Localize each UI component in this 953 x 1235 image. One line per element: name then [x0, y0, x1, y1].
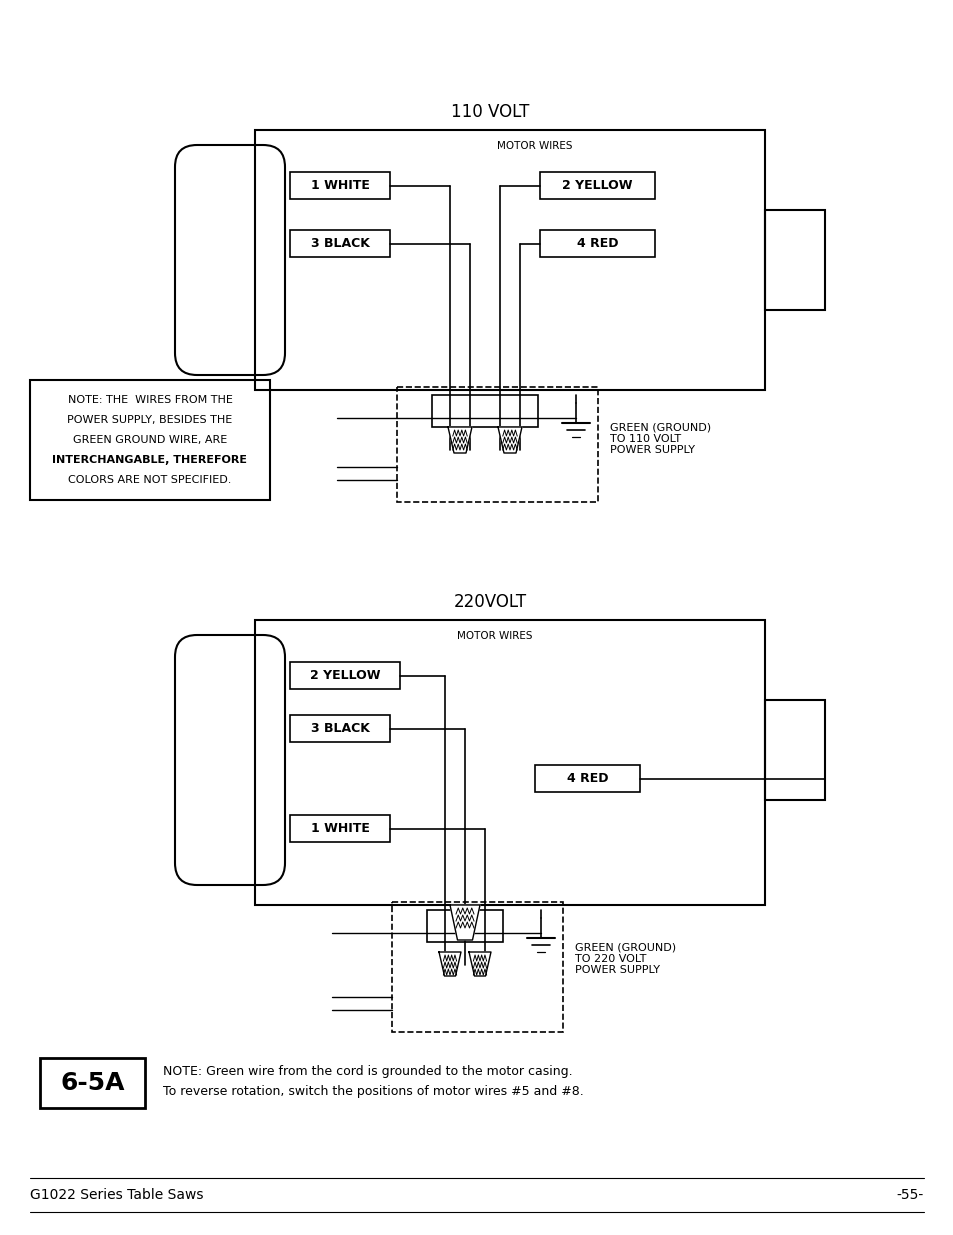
Text: 3 BLACK: 3 BLACK — [311, 722, 369, 735]
Polygon shape — [450, 905, 479, 940]
Bar — [40, 1058, 145, 1108]
Bar — [396, 387, 598, 501]
Polygon shape — [497, 427, 521, 453]
Text: 1 WHITE: 1 WHITE — [311, 179, 369, 191]
Bar — [290, 715, 390, 742]
Text: 6-5A: 6-5A — [60, 1071, 125, 1095]
Bar — [30, 380, 270, 500]
Bar — [764, 210, 824, 310]
Text: POWER SUPPLY, BESIDES THE: POWER SUPPLY, BESIDES THE — [68, 415, 233, 425]
Text: 2 YELLOW: 2 YELLOW — [310, 669, 380, 682]
Polygon shape — [438, 952, 460, 976]
Bar — [254, 130, 764, 390]
Bar — [539, 172, 655, 199]
Bar — [290, 662, 399, 689]
Bar — [432, 395, 537, 427]
Bar — [290, 230, 390, 257]
Text: MOTOR WIRES: MOTOR WIRES — [456, 631, 532, 641]
Text: G1022 Series Table Saws: G1022 Series Table Saws — [30, 1188, 203, 1202]
Text: NOTE: Green wire from the cord is grounded to the motor casing.: NOTE: Green wire from the cord is ground… — [163, 1066, 572, 1078]
Text: 3 BLACK: 3 BLACK — [311, 237, 369, 249]
Bar — [764, 700, 824, 800]
Polygon shape — [469, 952, 491, 976]
Text: 4 RED: 4 RED — [577, 237, 618, 249]
Text: INTERCHANGABLE, THEREFORE: INTERCHANGABLE, THEREFORE — [52, 454, 247, 466]
Text: -55-: -55- — [896, 1188, 923, 1202]
Bar — [392, 902, 562, 1032]
Text: 220VOLT: 220VOLT — [453, 593, 526, 611]
Polygon shape — [448, 427, 472, 453]
Text: COLORS ARE NOT SPECIFIED.: COLORS ARE NOT SPECIFIED. — [69, 475, 232, 485]
Text: MOTOR WIRES: MOTOR WIRES — [497, 141, 572, 151]
Text: 1 WHITE: 1 WHITE — [311, 823, 369, 835]
Bar — [539, 230, 655, 257]
Text: GREEN (GROUND)
TO 220 VOLT
POWER SUPPLY: GREEN (GROUND) TO 220 VOLT POWER SUPPLY — [575, 942, 676, 976]
Bar — [290, 815, 390, 842]
Bar — [427, 910, 502, 942]
Bar — [535, 764, 639, 792]
Text: 2 YELLOW: 2 YELLOW — [561, 179, 632, 191]
Text: NOTE: THE  WIRES FROM THE: NOTE: THE WIRES FROM THE — [68, 395, 233, 405]
Text: 110 VOLT: 110 VOLT — [451, 103, 529, 121]
Text: GREEN GROUND WIRE, ARE: GREEN GROUND WIRE, ARE — [72, 435, 227, 445]
Bar — [290, 172, 390, 199]
Text: GREEN (GROUND)
TO 110 VOLT
POWER SUPPLY: GREEN (GROUND) TO 110 VOLT POWER SUPPLY — [609, 422, 710, 456]
Text: To reverse rotation, switch the positions of motor wires #5 and #8.: To reverse rotation, switch the position… — [163, 1086, 583, 1098]
Text: 4 RED: 4 RED — [566, 772, 608, 785]
Bar — [254, 620, 764, 905]
